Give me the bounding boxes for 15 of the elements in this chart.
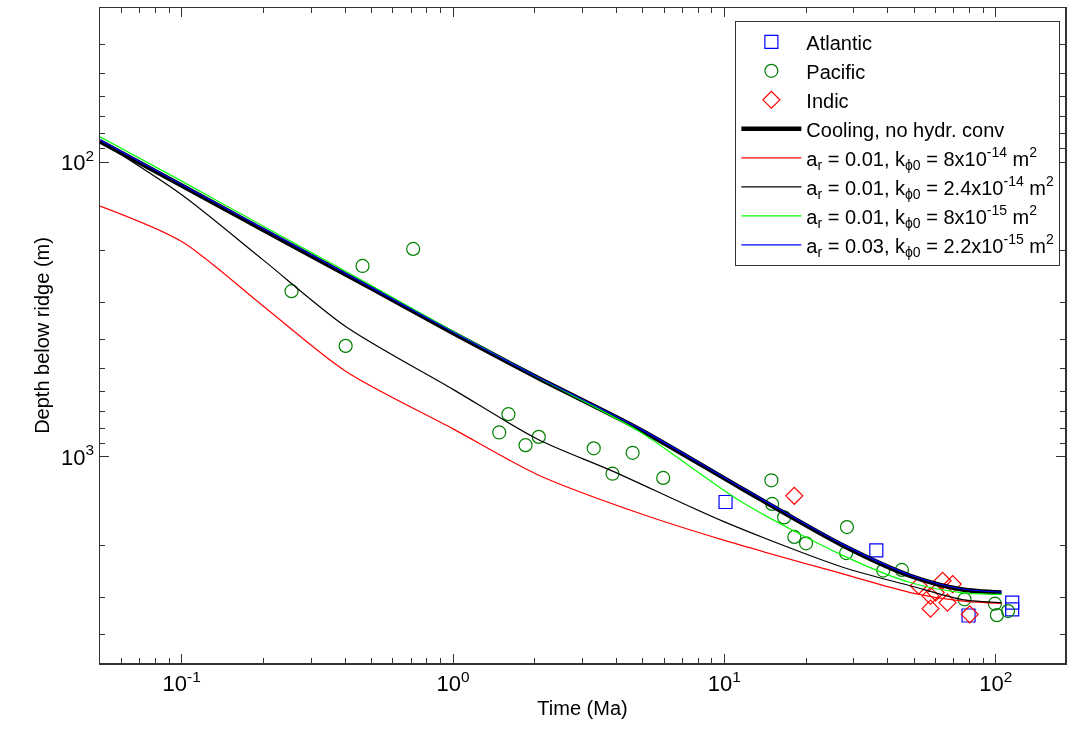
legend-label: a$_{r}$ = 0.03, k$_{ϕ0}$ = 2.2x10$^{-15}$ m$^{2}$ (806, 231, 1054, 260)
y-tick-label: 10$^{3}$ (61, 441, 95, 470)
legend-label: a$_{r}$ = 0.01, k$_{ϕ0}$ = 8x10$^{-15}$ m$^{2}$ (806, 202, 1038, 231)
legend-label: Pacific (806, 60, 866, 83)
legend-label: a$_{r}$ = 0.01, k$_{ϕ0}$ = 2.4x10$^{-14}$ m$^{2}$ (806, 173, 1054, 202)
x-tick-label: 10$^{2}$ (979, 667, 1013, 696)
x-tick-label: 10$^{1}$ (707, 667, 741, 696)
x-axis-title: Time (Ma) (537, 697, 628, 720)
y-axis-title: Depth below ridge (m) (30, 237, 53, 434)
legend-label: Atlantic (806, 31, 872, 54)
legend-label: Indic (806, 89, 849, 112)
x-tick-label: 10$^{0}$ (436, 667, 470, 696)
legend-label: Cooling, no hydr. conv (806, 118, 1005, 141)
legend-label: a$_{r}$ = 0.01, k$_{ϕ0}$ = 8x10$^{-14}$ m$^{2}$ (806, 144, 1038, 173)
x-tick-label: 10$^{-1}$ (162, 667, 201, 696)
